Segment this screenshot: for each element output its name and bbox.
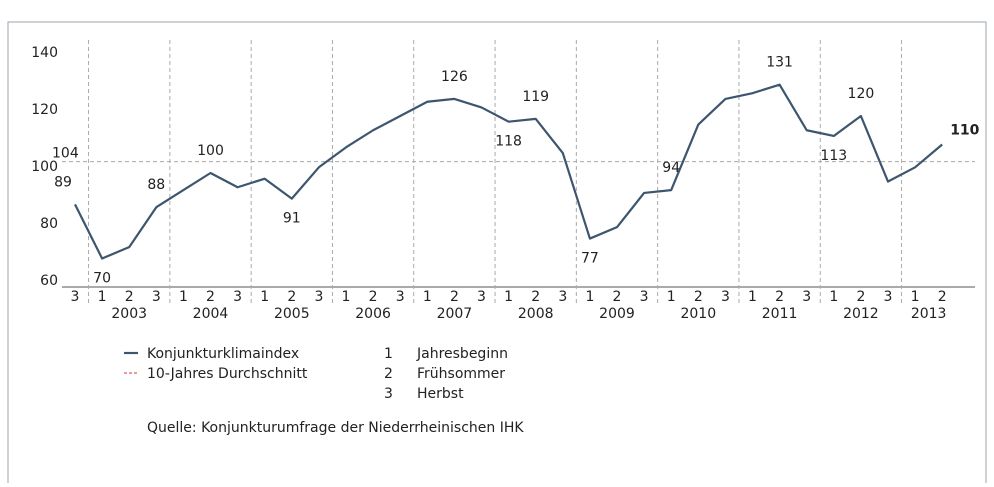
y-tick-label: 120	[31, 102, 58, 118]
x-tick-label: 1	[342, 289, 351, 305]
data-label: 77	[581, 251, 599, 267]
x-tick-label: 2	[694, 289, 703, 305]
x-tick-label: 1	[748, 289, 757, 305]
x-tick-label: 1	[829, 289, 838, 305]
x-tick-label: 3	[477, 289, 486, 305]
x-tick-label: 1	[179, 289, 188, 305]
data-label: 131	[766, 55, 793, 71]
x-tick-label: 1	[260, 289, 269, 305]
year-label: 2011	[762, 306, 798, 322]
frame	[7, 21, 987, 483]
year-label: 2013	[911, 306, 947, 322]
data-label: 120	[848, 86, 875, 102]
x-tick-label: 2	[450, 289, 459, 305]
year-label: 2007	[437, 306, 473, 322]
x-tick-label: 1	[98, 289, 107, 305]
x-tick-label: 2	[775, 289, 784, 305]
year-label: 2004	[193, 306, 229, 322]
y-tick-label: 100	[31, 159, 58, 175]
x-tick-label: 3	[314, 289, 323, 305]
data-label: 100	[197, 143, 224, 159]
source: Quelle: Konjunkturumfrage der Niederrhei…	[147, 420, 524, 436]
year-label: 2012	[843, 306, 879, 322]
year-label: 2005	[274, 306, 310, 322]
x-tick-label: 1	[423, 289, 432, 305]
data-label: 94	[662, 160, 680, 176]
legend-label: Konjunkturklimaindex	[147, 346, 299, 362]
x-tick-label: 1	[585, 289, 594, 305]
x-tick-label: 2	[938, 289, 947, 305]
x-tick-label: 2	[369, 289, 378, 305]
y-tick-label: 80	[40, 216, 58, 232]
data-label: 118	[495, 134, 522, 150]
x-tick-label: 1	[911, 289, 920, 305]
data-label: 88	[147, 177, 165, 193]
data-label: 89	[54, 174, 72, 190]
x-tick-label: 2	[125, 289, 134, 305]
key-label: Herbst	[417, 386, 464, 402]
legend-label: 10-Jahres Durchschnitt	[147, 366, 308, 382]
x-tick-label: 3	[640, 289, 649, 305]
x-tick-label: 2	[531, 289, 540, 305]
year-label: 2003	[111, 306, 147, 322]
year-label: 2010	[680, 306, 716, 322]
key-number: 3	[384, 386, 393, 402]
x-tick-label: 2	[613, 289, 622, 305]
year-label: 2006	[355, 306, 391, 322]
x-tick-label: 2	[856, 289, 865, 305]
year-label: 2008	[518, 306, 554, 322]
year-label: 2009	[599, 306, 635, 322]
data-label: 126	[441, 69, 468, 85]
x-tick-label: 1	[667, 289, 676, 305]
x-tick-label: 3	[558, 289, 567, 305]
data-label: 110	[950, 123, 979, 139]
x-tick-label: 3	[396, 289, 405, 305]
data-label: 70	[93, 271, 111, 287]
data-label: 91	[283, 211, 301, 227]
x-tick-label: 3	[721, 289, 730, 305]
key-label: Frühsommer	[417, 366, 505, 382]
x-tick-label: 3	[233, 289, 242, 305]
y-tick-label: 140	[31, 45, 58, 61]
key-label: Jahresbeginn	[416, 346, 508, 362]
y-tick-label: 60	[40, 273, 58, 289]
x-tick-label: 3	[802, 289, 811, 305]
x-tick-label: 1	[504, 289, 513, 305]
x-tick-label: 3	[152, 289, 161, 305]
reference-label: 104	[52, 146, 79, 162]
key-number: 2	[384, 366, 393, 382]
x-tick-label: 3	[71, 289, 80, 305]
key-number: 1	[384, 346, 393, 362]
x-tick-label: 3	[884, 289, 893, 305]
data-label: 119	[522, 89, 549, 105]
x-tick-label: 2	[206, 289, 215, 305]
x-tick-label: 2	[287, 289, 296, 305]
data-label: 113	[820, 148, 847, 164]
series-line	[74, 83, 943, 260]
